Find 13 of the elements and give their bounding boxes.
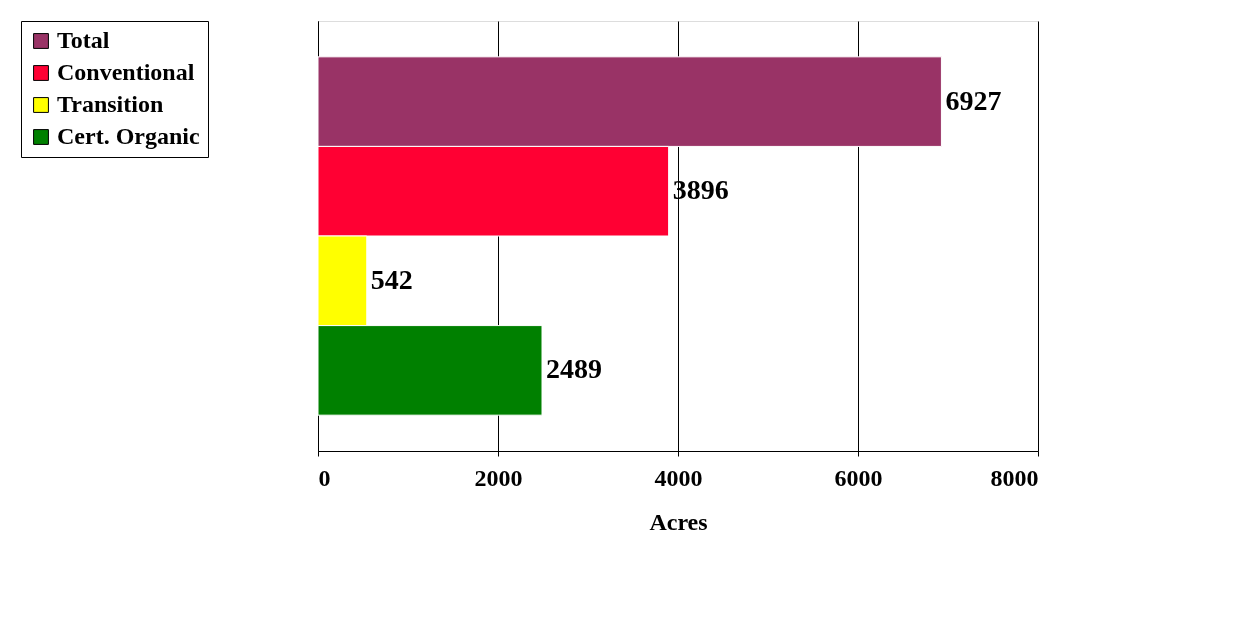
legend-label: Cert. Organic [57, 123, 200, 149]
data-label: 2489 [546, 353, 603, 385]
data-label: 6927 [945, 84, 1002, 116]
legend-label: Total [57, 27, 110, 53]
legend-label: Conventional [57, 59, 195, 85]
x-tick-label: 6000 [834, 464, 883, 491]
x-tick-label: 8000 [990, 464, 1039, 491]
legend-label: Transition [57, 91, 164, 117]
x-tick-label: 0 [318, 464, 331, 491]
x-tick-label: 4000 [654, 464, 703, 491]
data-label: 542 [370, 263, 413, 295]
x-axis-title: Acres [649, 508, 708, 535]
x-tick-label: 2000 [474, 464, 523, 491]
